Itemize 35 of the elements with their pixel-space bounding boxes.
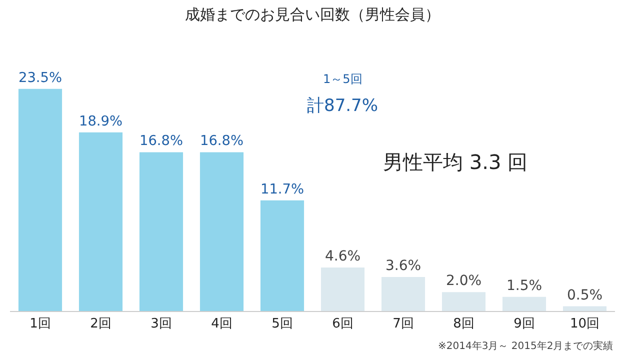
x-tick-label: 2回	[90, 316, 112, 332]
bar	[562, 306, 607, 311]
bar	[381, 276, 426, 311]
bar	[502, 296, 546, 311]
data-label: 1.5%	[506, 278, 542, 294]
bar	[260, 200, 304, 311]
x-tick-label: 1回	[30, 316, 51, 332]
x-tick-label: 3回	[150, 316, 172, 332]
data-label: 11.7%	[260, 181, 304, 198]
x-tick-label: 9回	[514, 316, 535, 332]
x-tick-label: 5回	[272, 316, 293, 332]
bar	[78, 132, 123, 311]
annotation: 男性平均 3.3 回	[383, 150, 528, 174]
x-tick-label: 8回	[453, 316, 474, 332]
chart-title: 成婚までのお見合い回数（男性会員）	[185, 6, 440, 24]
text: 1～5回	[323, 72, 362, 86]
x-tick-label: 6回	[332, 316, 354, 332]
data-label: 16.8%	[200, 133, 244, 150]
x-tick-label: 7回	[392, 316, 414, 332]
annotation: 計87.7%	[307, 96, 378, 116]
bar	[200, 152, 244, 311]
data-label: 4.6%	[324, 248, 361, 265]
x-tick-label: 10回	[570, 316, 600, 332]
data-label: 0.5%	[566, 287, 603, 304]
bar	[320, 268, 365, 311]
data-label: 16.8%	[140, 133, 183, 150]
data-label: 23.5%	[18, 70, 62, 86]
data-label: 3.6%	[385, 258, 422, 274]
text: ※2014年3月～ 2015年2月までの実績	[438, 340, 614, 352]
bar	[18, 88, 62, 311]
x-tick-label: 4回	[211, 316, 232, 332]
data-label: 2.0%	[446, 273, 482, 290]
bar	[442, 292, 486, 311]
data-label: 18.9%	[79, 113, 122, 130]
bar	[139, 152, 184, 311]
